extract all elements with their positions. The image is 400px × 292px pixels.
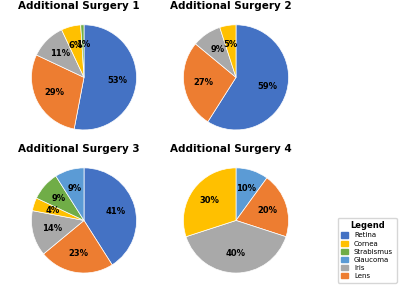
Wedge shape: [32, 55, 84, 129]
Text: 14%: 14%: [42, 224, 62, 233]
Text: Additional Surgery 1: Additional Surgery 1: [18, 1, 140, 11]
Text: 9%: 9%: [52, 194, 66, 203]
Text: 4%: 4%: [45, 206, 60, 215]
Text: 59%: 59%: [258, 82, 278, 91]
Wedge shape: [236, 178, 288, 237]
Text: 53%: 53%: [107, 76, 127, 85]
Wedge shape: [236, 168, 267, 220]
Wedge shape: [84, 168, 136, 265]
Text: Additional Surgery 4: Additional Surgery 4: [170, 144, 292, 154]
Text: 41%: 41%: [106, 207, 126, 216]
Text: 30%: 30%: [199, 197, 219, 206]
Wedge shape: [220, 25, 236, 77]
Wedge shape: [184, 168, 236, 237]
Wedge shape: [62, 25, 84, 77]
Legend: Retina, Cornea, Strabismus, Glaucoma, Iris, Lens: Retina, Cornea, Strabismus, Glaucoma, Ir…: [338, 218, 396, 283]
Wedge shape: [184, 44, 236, 122]
Wedge shape: [186, 220, 286, 273]
Wedge shape: [32, 198, 84, 220]
Wedge shape: [196, 27, 236, 77]
Wedge shape: [36, 30, 84, 77]
Text: 23%: 23%: [69, 249, 89, 258]
Wedge shape: [208, 25, 288, 130]
Wedge shape: [56, 168, 84, 220]
Wedge shape: [74, 25, 136, 130]
Text: Additional Surgery 2: Additional Surgery 2: [170, 1, 292, 11]
Text: 6%: 6%: [69, 41, 83, 50]
Wedge shape: [32, 211, 84, 254]
Text: 1%: 1%: [76, 40, 90, 49]
Text: 11%: 11%: [50, 49, 71, 58]
Text: 20%: 20%: [258, 206, 278, 215]
Text: 9%: 9%: [68, 184, 82, 193]
Text: 5%: 5%: [224, 40, 238, 49]
Text: 10%: 10%: [236, 185, 256, 194]
Text: 29%: 29%: [44, 88, 64, 97]
Wedge shape: [36, 176, 84, 220]
Text: 27%: 27%: [193, 78, 213, 87]
Text: 9%: 9%: [210, 46, 224, 55]
Wedge shape: [81, 25, 84, 77]
Text: 40%: 40%: [226, 249, 246, 258]
Text: Additional Surgery 3: Additional Surgery 3: [18, 144, 140, 154]
Wedge shape: [44, 220, 112, 273]
